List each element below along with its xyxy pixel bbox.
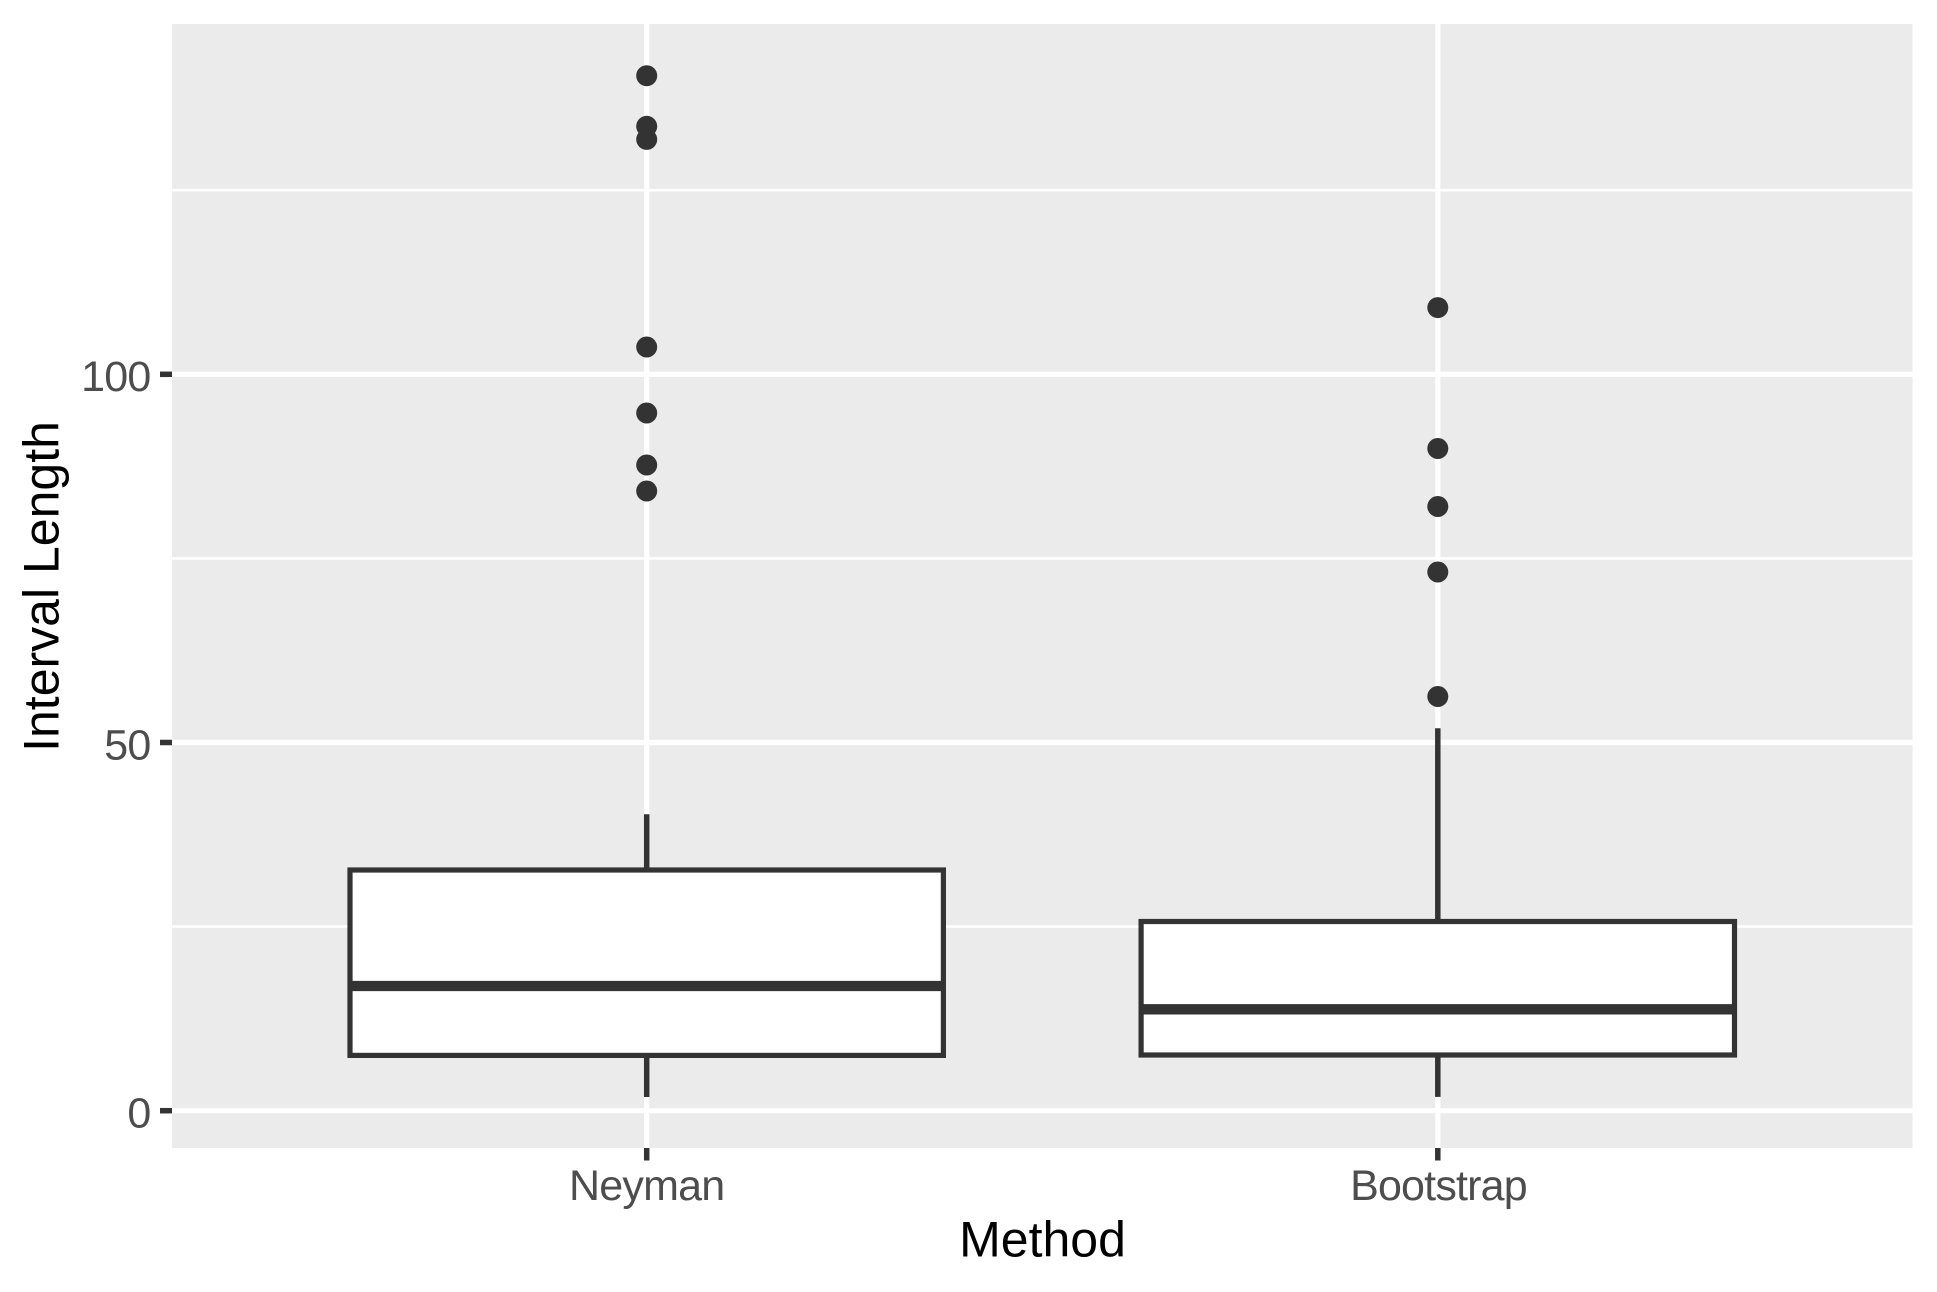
svg-text:0: 0 bbox=[127, 1090, 150, 1138]
svg-text:Neyman: Neyman bbox=[569, 1162, 724, 1210]
svg-text:Interval Length: Interval Length bbox=[14, 421, 70, 752]
svg-text:50: 50 bbox=[104, 722, 150, 770]
svg-text:100: 100 bbox=[81, 353, 150, 401]
svg-text:Bootstrap: Bootstrap bbox=[1350, 1162, 1527, 1210]
svg-text:Method: Method bbox=[959, 1212, 1126, 1268]
